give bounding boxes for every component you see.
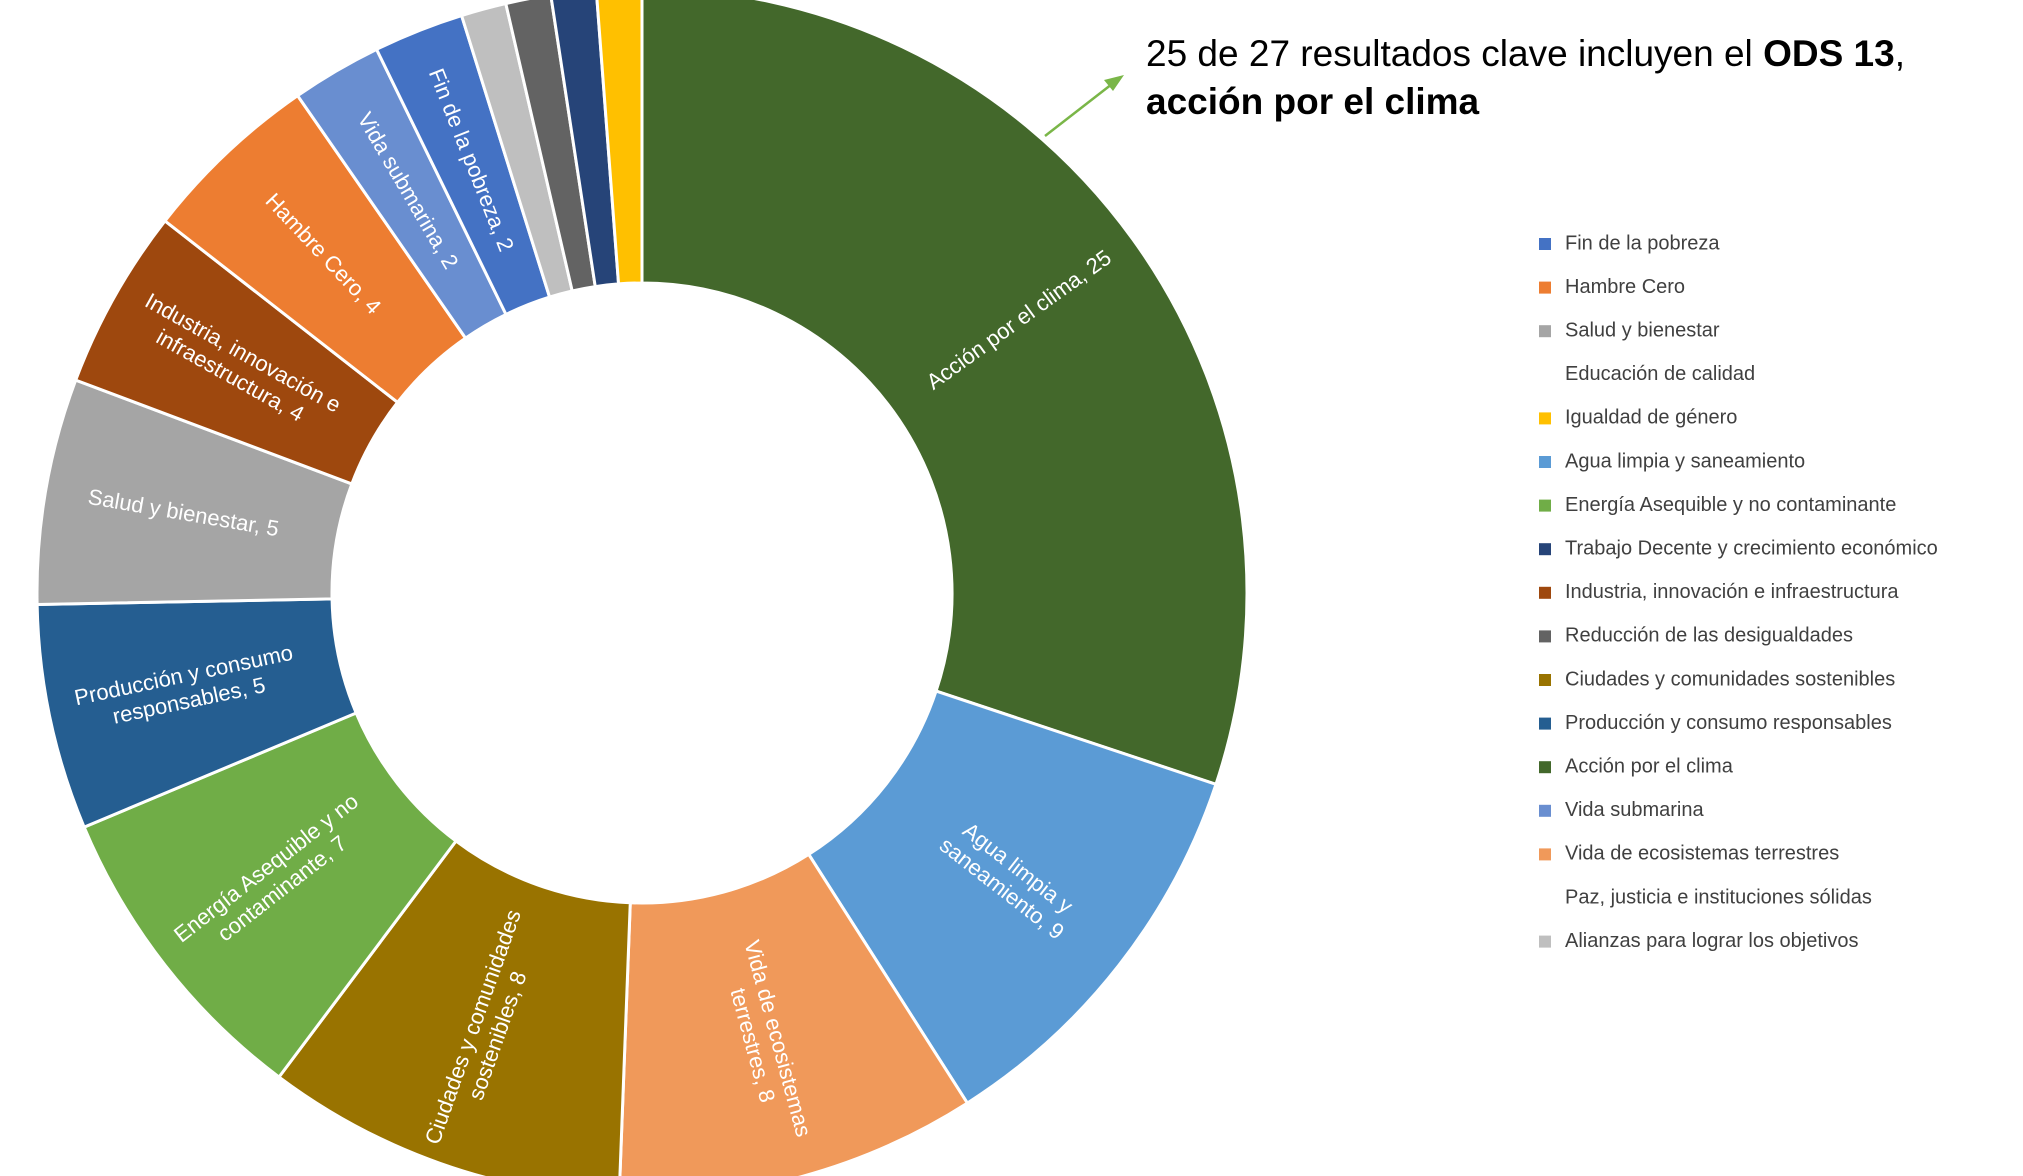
legend-label: Reducción de las desigualdades: [1565, 625, 1853, 647]
legend-swatch: [1539, 674, 1551, 686]
annotation-arrowhead: [1104, 75, 1124, 91]
legend-label: Igualdad de género: [1565, 407, 1737, 429]
legend-label: Ciudades y comunidades sostenibles: [1565, 668, 1895, 690]
slice: [595, 0, 644, 286]
legend-label: Hambre Cero: [1565, 276, 1685, 298]
legend-swatch: [1539, 543, 1551, 556]
legend-swatch: [1539, 412, 1551, 425]
legend-swatch: [1539, 761, 1551, 774]
slice: [806, 689, 1218, 1106]
legend-label: Alianzas para lograr los objetivos: [1565, 930, 1859, 952]
legend-swatch: [1539, 848, 1551, 861]
legend-label: Industria, innovación e infraestructura: [1565, 581, 1899, 603]
legend-label: Vida submarina: [1565, 799, 1704, 821]
legend-swatch: [1539, 935, 1551, 948]
legend-swatch: [1539, 499, 1551, 512]
annotation-part: ODS 13: [1763, 33, 1895, 74]
slice: [276, 838, 632, 1176]
legend-label: Acción por el clima: [1565, 755, 1734, 777]
annotation: 25 de 27 resultados clave incluyen el OD…: [1146, 33, 1905, 74]
annotation-part: acción por el clima: [1146, 81, 1480, 122]
legend-swatch: [1539, 717, 1551, 730]
legend-swatch: [1539, 456, 1551, 468]
legend-label: Salud y bienestar: [1565, 319, 1720, 341]
legend-label: Paz, justicia e instituciones sólidas: [1565, 886, 1872, 908]
slice: [618, 852, 970, 1176]
legend-swatch: [1539, 804, 1551, 817]
legend-swatch: [1539, 630, 1551, 643]
legend-label: Fin de la pobreza: [1565, 232, 1720, 254]
legend-swatch: [1539, 325, 1551, 338]
annotation: acción por el clima: [1146, 81, 1480, 122]
legend-label: Producción y consumo responsables: [1565, 712, 1892, 734]
legend-swatch: [1539, 238, 1551, 250]
annotation-arrow: [1044, 83, 1113, 137]
legend-swatch: [1539, 281, 1551, 294]
legend-label: Energía Asequible y no contaminante: [1565, 494, 1896, 516]
legend-label: Trabajo Decente y crecimiento económico: [1565, 537, 1938, 559]
legend-label: Agua limpia y saneamiento: [1565, 450, 1805, 472]
annotation-part: 25 de 27 resultados clave incluyen el: [1146, 33, 1763, 74]
legend-swatch: [1539, 586, 1551, 599]
legend-label: Vida de ecosistemas terrestres: [1565, 843, 1839, 865]
annotation-part: ,: [1895, 33, 1905, 74]
slice: [640, 0, 1249, 787]
legend-label: Educación de calidad: [1565, 363, 1755, 385]
